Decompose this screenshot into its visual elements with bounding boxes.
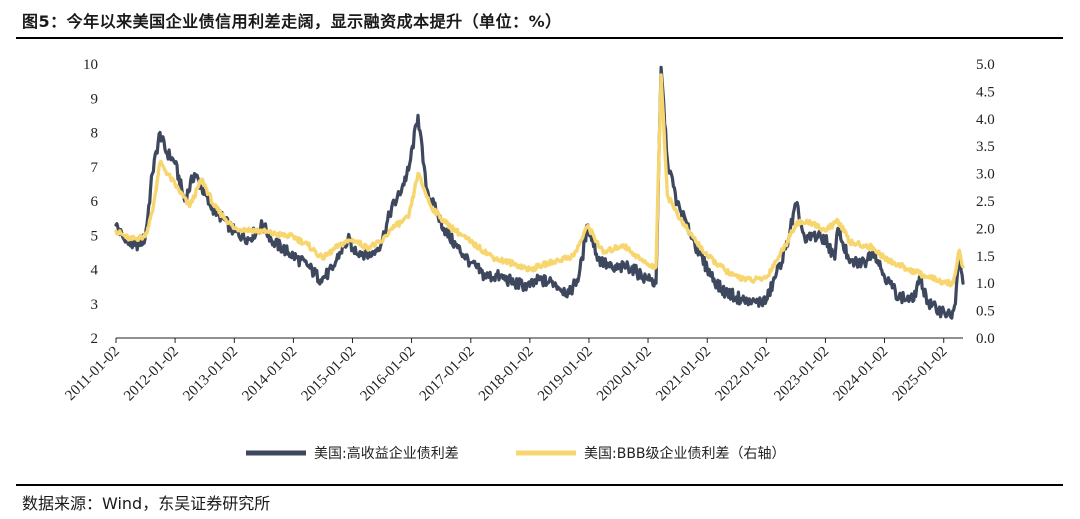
legend: 美国:高收益企业债利差 美国:BBB级企业债利差（右轴） bbox=[246, 445, 786, 462]
right-tick-label: 0.0 bbox=[976, 331, 995, 347]
right-tick-label: 4.0 bbox=[976, 112, 995, 128]
right-tick-label: 2.5 bbox=[976, 194, 995, 210]
legend-label-series1: 美国:高收益企业债利差 bbox=[314, 445, 459, 462]
right-tick-label: 3.5 bbox=[976, 139, 995, 155]
left-tick-label: 7 bbox=[91, 160, 99, 176]
left-tick-label: 10 bbox=[83, 57, 98, 73]
right-axis: 0.0 0.5 1.0 1.5 2.0 2.5 3.0 3.5 4.0 4.5 5.0 bbox=[976, 57, 995, 347]
series-line-high-yield bbox=[114, 65, 965, 320]
x-tick-label: 2016-01-02 bbox=[358, 344, 419, 405]
right-tick-label: 1.0 bbox=[976, 276, 995, 292]
bottom-rule bbox=[16, 484, 1063, 486]
left-tick-label: 2 bbox=[91, 331, 99, 347]
top-rule bbox=[16, 37, 1063, 39]
left-axis: 2 3 4 5 6 7 8 9 10 bbox=[83, 57, 99, 347]
right-tick-label: 5.0 bbox=[976, 57, 995, 73]
x-tick-label: 2013-01-02 bbox=[180, 344, 241, 405]
series-line-bbb bbox=[114, 73, 965, 288]
source-note: 数据来源：Wind，东吴证券研究所 bbox=[22, 494, 271, 513]
series-lines bbox=[114, 65, 965, 320]
left-tick-label: 8 bbox=[91, 126, 99, 142]
x-tick-label: 2014-01-02 bbox=[239, 344, 300, 405]
left-tick-label: 6 bbox=[91, 194, 99, 210]
x-tick-label: 2023-01-02 bbox=[771, 344, 832, 405]
x-tick-label: 2011-01-02 bbox=[62, 344, 122, 404]
right-tick-label: 2.0 bbox=[976, 221, 995, 237]
left-tick-label: 5 bbox=[91, 228, 99, 244]
x-tick-label: 2015-01-02 bbox=[298, 344, 359, 405]
left-tick-label: 3 bbox=[91, 297, 99, 313]
x-tick-label: 2019-01-02 bbox=[535, 344, 596, 405]
right-tick-label: 1.5 bbox=[976, 249, 995, 265]
x-tick-label: 2020-01-02 bbox=[594, 344, 655, 405]
x-tick-label: 2018-01-02 bbox=[476, 344, 537, 405]
x-tick-label: 2024-01-02 bbox=[831, 344, 892, 405]
x-tick-label: 2022-01-02 bbox=[712, 344, 773, 405]
x-tick-label: 2025-01-02 bbox=[890, 344, 951, 405]
right-tick-label: 0.5 bbox=[976, 304, 995, 320]
x-tick-label: 2021-01-02 bbox=[653, 344, 714, 405]
right-tick-label: 3.0 bbox=[976, 167, 995, 183]
chart-title: 图5：今年以来美国企业债信用利差走阔，显示融资成本提升（单位：%） bbox=[22, 12, 562, 31]
x-tick-label: 2012-01-02 bbox=[121, 344, 182, 405]
chart-area: 2 3 4 5 6 7 8 9 10 0.0 0.5 1.0 1.5 2.0 2.5 3.0 3.5 4.0 4.… bbox=[62, 57, 995, 462]
x-tick-label: 2017-01-02 bbox=[417, 344, 478, 405]
x-axis: 2011-01-022012-01-022013-01-022014-01-02… bbox=[62, 337, 963, 405]
left-tick-label: 9 bbox=[91, 91, 99, 107]
legend-label-series2: 美国:BBB级企业债利差（右轴） bbox=[584, 445, 786, 462]
left-tick-label: 4 bbox=[91, 263, 99, 279]
right-tick-label: 4.5 bbox=[976, 84, 995, 100]
